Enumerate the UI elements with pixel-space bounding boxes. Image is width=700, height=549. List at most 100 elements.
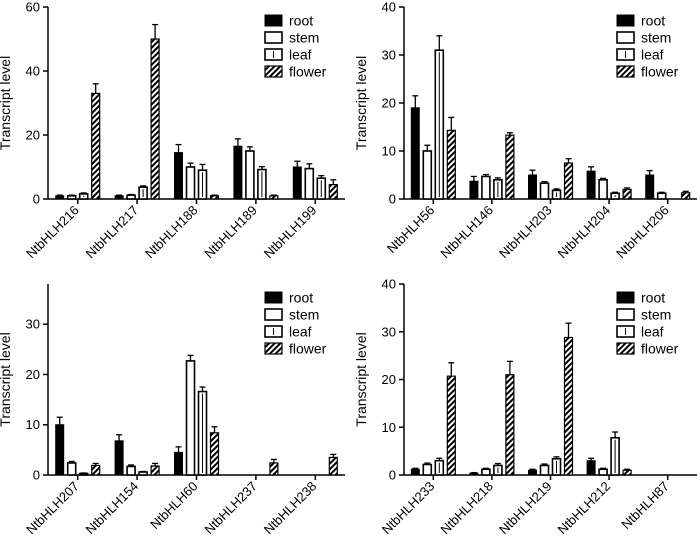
x-tick-label: NtbHLH217	[83, 203, 142, 262]
bar-flower	[328, 184, 338, 200]
legend-swatch-stem	[616, 308, 635, 321]
y-tick-label: 20	[26, 128, 40, 143]
y-tick-label: 0	[33, 192, 40, 207]
y-tick-label: 10	[26, 417, 40, 432]
y-tick-label: 20	[382, 96, 396, 111]
bar-stem	[422, 150, 433, 200]
y-tick-label: 20	[26, 367, 40, 382]
y-axis-title: Transcript level	[353, 332, 369, 426]
bar-flower	[91, 92, 101, 200]
legend-label-flower: flower	[289, 64, 327, 80]
y-tick-label: 0	[389, 468, 396, 483]
bar-stem	[481, 175, 491, 200]
bar-flower	[269, 462, 279, 476]
x-tick-label: NtbHLH204	[555, 203, 614, 262]
bar-flower	[563, 336, 574, 476]
x-tick-label: NtbHLH154	[83, 479, 142, 538]
legend-label-root: root	[289, 13, 313, 29]
legend-swatch-root	[264, 291, 283, 304]
legend-swatch-root	[264, 14, 283, 27]
legend-label-root: root	[641, 290, 665, 306]
x-tick-label: NtbHLH219	[496, 479, 555, 538]
bar-stem	[245, 150, 255, 200]
bar-flower	[505, 374, 515, 476]
legend-swatch-flower	[616, 65, 635, 78]
legend-label-flower: flower	[641, 341, 679, 357]
bar-leaf	[138, 471, 148, 476]
legend-label-root: root	[641, 13, 665, 29]
bar-root	[645, 174, 655, 200]
y-tick-label: 40	[382, 277, 396, 292]
legend-swatch-flower	[264, 65, 283, 78]
y-tick-label: 40	[26, 64, 40, 79]
bar-stem	[66, 195, 77, 200]
bar-stem	[656, 192, 667, 200]
bar-stem	[126, 194, 136, 200]
legend-label-leaf: leaf	[641, 324, 664, 340]
legend-swatch-flower	[264, 342, 283, 355]
x-tick-label: NtbHLH146	[437, 203, 496, 262]
legend-label-stem: stem	[641, 30, 671, 46]
bar-root	[174, 152, 183, 200]
bar-flower	[91, 464, 101, 476]
bar-root	[528, 174, 537, 200]
y-tick-label: 30	[26, 317, 40, 332]
y-tick-label: 10	[382, 144, 396, 159]
bar-root	[55, 195, 65, 200]
bar-flower	[269, 195, 279, 200]
y-axis-title: Transcript level	[0, 332, 13, 426]
bar-stem	[185, 166, 196, 200]
legend-label-leaf: leaf	[289, 324, 312, 340]
legend-swatch-stem	[616, 31, 635, 44]
legend-swatch-stem	[264, 308, 283, 321]
y-tick-label: 0	[33, 468, 40, 483]
bar-stem	[598, 179, 608, 200]
x-tick-label: NtbHLH56	[384, 203, 438, 257]
x-tick-label: NtbHLH60	[147, 479, 201, 533]
y-tick-label: 10	[382, 420, 396, 435]
legend-label-leaf: leaf	[641, 47, 664, 63]
x-tick-label: NtbHLH238	[261, 479, 320, 538]
legend-swatch-stem	[264, 31, 283, 44]
legend-label-leaf: leaf	[289, 47, 312, 63]
chart-panel-1: Transcript level 0 20 40 60 NtbHLH216 NtbHLH21…	[0, 0, 345, 261]
legend-label-stem: stem	[289, 307, 319, 323]
bar-root	[114, 440, 124, 476]
bar-root	[469, 472, 479, 476]
bar-root	[174, 451, 183, 476]
x-tick-label: NtbHLH212	[555, 479, 614, 538]
bar-stem	[598, 468, 608, 476]
bar-flower	[328, 456, 338, 476]
y-tick-label: 40	[382, 0, 396, 15]
bar-flower	[209, 195, 220, 200]
bar-root	[469, 180, 479, 200]
bar-flower	[446, 129, 456, 200]
bar-root	[292, 166, 302, 200]
bar-stem	[304, 167, 315, 200]
legend-label-stem: stem	[641, 307, 671, 323]
bar-stem	[66, 462, 77, 476]
y-tick-label: 30	[382, 48, 396, 63]
bar-root	[410, 107, 420, 200]
x-tick-label: NtbHLH87	[618, 479, 672, 533]
bar-root	[55, 424, 65, 476]
bar-flower	[209, 432, 220, 476]
bar-root	[410, 468, 420, 476]
x-tick-label: NtbHLH237	[201, 479, 260, 538]
x-tick-label: NtbHLH233	[379, 479, 438, 538]
bar-flower	[446, 375, 456, 476]
x-tick-label: NtbHLH189	[201, 203, 260, 262]
bar-leaf	[78, 472, 89, 476]
y-tick-label: 60	[26, 0, 40, 15]
bar-flower	[505, 134, 515, 200]
bar-flower	[622, 469, 632, 476]
legend-swatch-root	[616, 291, 635, 304]
bar-stem	[539, 464, 550, 476]
y-tick-label: 30	[382, 324, 396, 339]
bar-flower	[150, 38, 160, 200]
bar-flower	[563, 162, 574, 200]
x-tick-label: NtbHLH203	[496, 203, 555, 262]
x-tick-label: NtbHLH199	[261, 203, 320, 262]
